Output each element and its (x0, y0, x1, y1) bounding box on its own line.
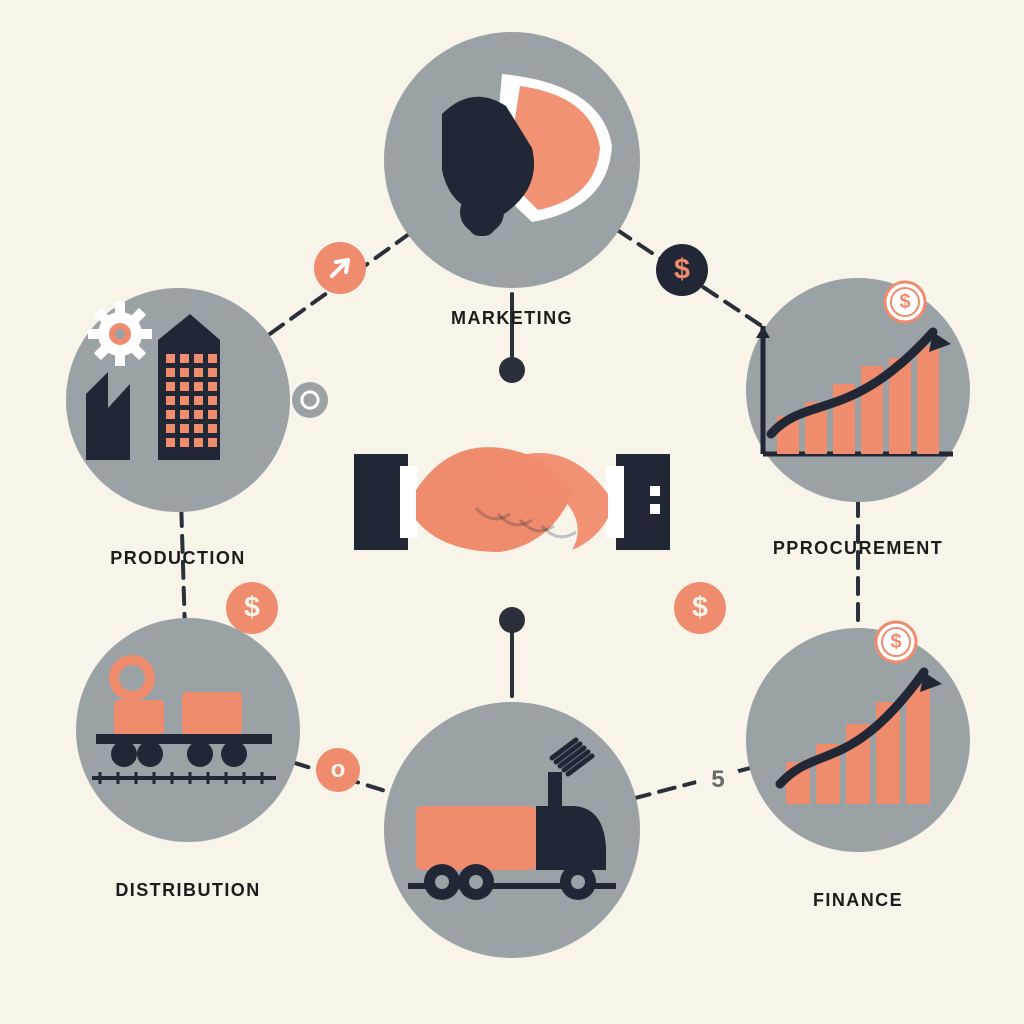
connector-badge: $ (656, 244, 708, 296)
label-production: PRODUCTION (110, 548, 245, 569)
svg-text:5: 5 (711, 766, 724, 793)
svg-text:$: $ (692, 591, 708, 623)
connector-badge (292, 382, 328, 418)
svg-text:$: $ (899, 291, 910, 313)
connector-badge (314, 242, 366, 294)
label-finance: FINANCE (813, 890, 903, 911)
label-procurement: PPROCUREMENT (773, 538, 943, 559)
infographic-canvas: $ $ $ $ $ o 5 MARKETING PRODUCTION DISTRIBUTION P… (0, 0, 1024, 1024)
connector-badge: $ (226, 582, 278, 634)
connector-badge: $ (674, 582, 726, 634)
svg-text:$: $ (674, 253, 690, 285)
label-marketing: MARKETING (451, 308, 573, 329)
handshake-icon (354, 447, 670, 552)
label-distribution: DISTRIBUTION (115, 880, 260, 901)
diagram-svg: $ $ $ $ $ o 5 (0, 0, 1024, 1024)
svg-text:$: $ (890, 631, 901, 653)
svg-text:$: $ (244, 591, 260, 623)
connector-badge: 5 (696, 758, 740, 802)
svg-text:o: o (331, 756, 346, 783)
connector-badge: o (316, 748, 360, 792)
